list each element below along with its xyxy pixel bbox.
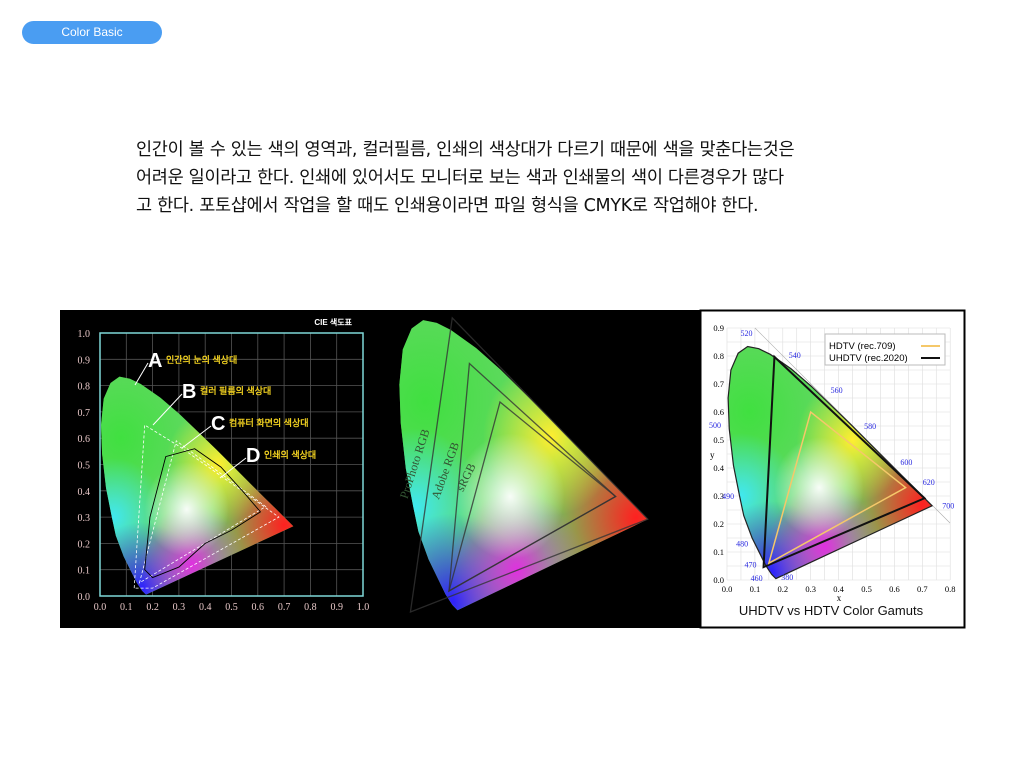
body-text: 인간이 볼 수 있는 색의 영역과, 컬러필름, 인쇄의 색상대가 다르기 때문… (136, 136, 916, 220)
color-blob (455, 433, 565, 560)
body-line: 인간이 볼 수 있는 색의 영역과, 컬러필름, 인쇄의 색상대가 다르기 때문… (136, 140, 795, 160)
wavelength-label: 540 (789, 351, 801, 360)
annotation-leader (219, 457, 247, 479)
x-tick-label: 0.1 (120, 602, 133, 613)
annotation-label: 인간의 눈의 색상대 (166, 354, 237, 365)
x-tick-label: 0.3 (173, 602, 186, 613)
body-line: 어려운 일이라고 한다. 인쇄에 있어서도 모니터로 보는 색과 인쇄물의 색이… (136, 168, 784, 188)
color-blob (144, 461, 229, 557)
uhdtv-triangle (762, 354, 927, 569)
locus-outline (727, 345, 934, 580)
y-tick-label: 0.5 (78, 461, 91, 472)
x-tick-label: 0.0 (722, 584, 733, 594)
annotation-leader (152, 393, 183, 426)
wavelength-label: 380 (781, 573, 793, 582)
x-tick-label: 0.5 (861, 584, 872, 594)
x-tick-label: 0.6 (889, 584, 900, 594)
y-tick-label: 1.0 (78, 329, 91, 340)
annotation-letter: A (148, 350, 162, 372)
y-tick-label: 0.2 (78, 539, 91, 550)
y-tick-label: 0.3 (78, 513, 91, 524)
annotation-label: 컬러 필름의 색상대 (200, 385, 271, 396)
wavelength-label: 470 (744, 560, 756, 569)
annotation-letter: B (182, 381, 196, 403)
wavelength-label: 580 (864, 422, 876, 431)
section-badge: Color Basic (22, 21, 162, 44)
x-tick-label: 0.0 (94, 602, 107, 613)
x-tick-label: 0.7 (278, 602, 291, 613)
y-tick-label: 0.0 (78, 592, 91, 603)
y-tick-label: 0.9 (78, 355, 91, 366)
wavelength-label: 620 (923, 478, 935, 487)
x-tick-label: 0.8 (304, 602, 317, 613)
x-tick-label: 0.4 (199, 602, 212, 613)
y-tick-label: 0.8 (78, 382, 91, 393)
film-gamut-outline (133, 424, 280, 589)
y-tick-label: 0.4 (713, 463, 724, 473)
panel3-title: UHDTV vs HDTV Color Gamuts (739, 603, 924, 618)
y-tick-label: 0.7 (78, 408, 91, 419)
legend-box (824, 333, 946, 366)
wavelength-label: 480 (736, 539, 748, 548)
wavelength-label: 490 (722, 492, 734, 501)
legend-label: HDTV (rec.709) (829, 341, 896, 352)
y-tick-label: 0.3 (713, 491, 724, 501)
annotation-letter: D (246, 445, 260, 467)
annotation-leader (134, 362, 149, 386)
x-tick-label: 0.1 (750, 584, 761, 594)
x-tick-label: 0.9 (330, 602, 343, 613)
x-tick-label: 0.2 (777, 584, 788, 594)
gamut-triangle (409, 316, 649, 613)
panel1-title: CIE 색도표 (314, 317, 352, 327)
y-axis-label: y (710, 450, 715, 460)
annotation-label: 컴퓨터 화면의 색상대 (229, 417, 309, 428)
annotation-letter: C (211, 413, 225, 435)
y-tick-label: 0.4 (78, 487, 91, 498)
body-line: 고 한다. 포토샵에서 작업을 할 때도 인쇄용이라면 파일 형식을 CMYK로… (136, 196, 759, 216)
annotation-leader (181, 425, 212, 449)
x-tick-label: 0.2 (146, 602, 159, 613)
y-tick-label: 0.1 (713, 547, 724, 557)
wavelength-label: 460 (751, 574, 763, 583)
wavelength-label: 500 (709, 421, 721, 430)
x-tick-label: 0.5 (225, 602, 238, 613)
hdtv-triangle (767, 410, 907, 565)
x-tick-label: 1.0 (357, 602, 370, 613)
color-blob (774, 437, 864, 538)
y-tick-label: 0.8 (713, 351, 724, 361)
wavelength-label: 520 (741, 329, 753, 338)
screen-gamut-outline (138, 440, 267, 584)
y-tick-label: 0.6 (713, 407, 724, 417)
y-tick-label: 0.5 (713, 435, 724, 445)
wavelength-label: 700 (942, 501, 954, 510)
y-tick-label: 0.1 (78, 566, 91, 577)
print-gamut-outline (144, 448, 262, 579)
y-tick-label: 0.2 (713, 519, 724, 529)
annotation-label: 인쇄의 색상대 (264, 449, 316, 460)
y-tick-label: 0.9 (713, 323, 724, 333)
wavelength-label: 560 (831, 386, 843, 395)
x-axis-label: x (837, 593, 842, 603)
plot-frame (99, 332, 364, 597)
x-tick-label: 0.7 (917, 584, 928, 594)
y-tick-label: 0.7 (713, 379, 724, 389)
x-tick-label: 0.8 (945, 584, 956, 594)
y-tick-label: 0.6 (78, 434, 91, 445)
x-tick-label: 0.6 (252, 602, 265, 613)
y-tick-label: 0.0 (713, 575, 724, 585)
gamut-triangle (447, 400, 617, 593)
x-tick-label: 0.3 (805, 584, 816, 594)
x-tick-label: 0.4 (833, 584, 844, 594)
wavelength-label: 600 (900, 458, 912, 467)
legend-label: UHDTV (rec.2020) (829, 353, 908, 364)
